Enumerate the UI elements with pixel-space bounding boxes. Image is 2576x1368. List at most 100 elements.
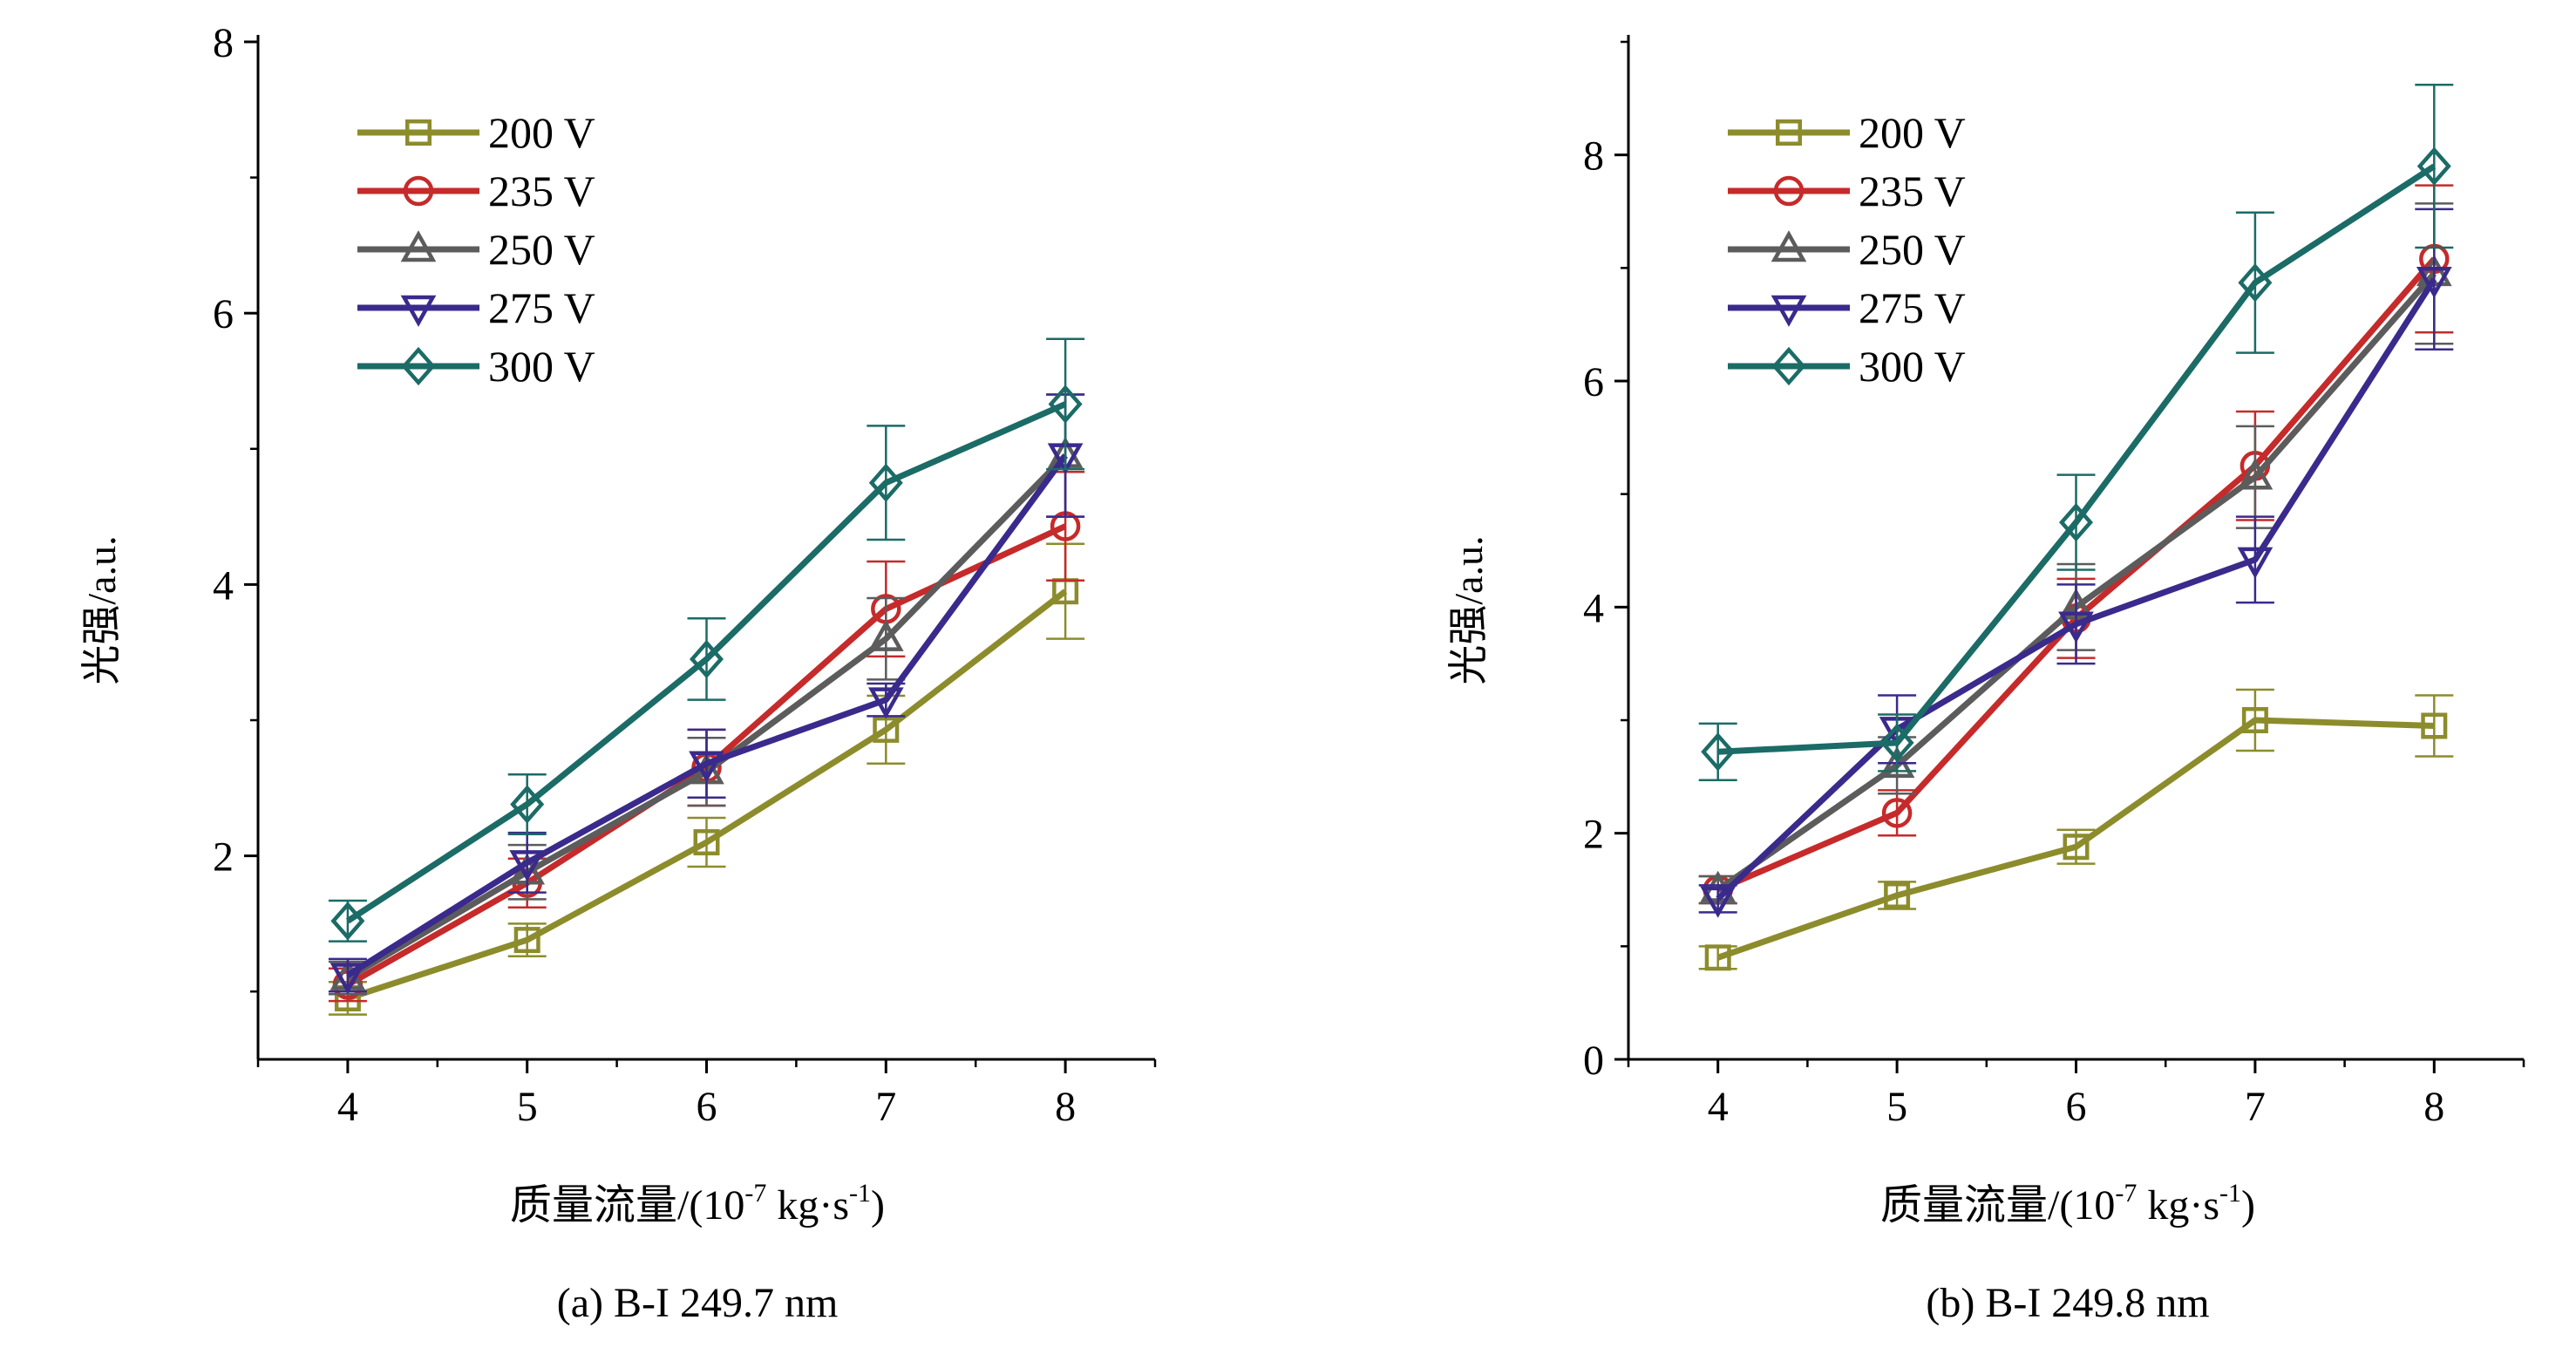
series-line — [1716, 717, 2435, 961]
x-axis-label-end-a: ) — [871, 1182, 885, 1228]
legend-entry-b: 200 V — [1728, 108, 1966, 157]
x-axis-label-exp1-b: -7 — [2115, 1179, 2137, 1208]
data-point — [1048, 385, 1083, 424]
data-point — [693, 829, 720, 856]
data-point — [1704, 944, 1731, 971]
legend-label: 235 V — [488, 167, 595, 215]
x-tick-label-a: 6 — [697, 1084, 717, 1130]
caption-b: (b) B-I 249.8 nm — [1926, 1280, 2209, 1326]
series-275v-a — [328, 393, 1085, 995]
data-point — [2237, 458, 2274, 490]
data-point — [2241, 707, 2268, 733]
y-tick-label-b: 4 — [1583, 585, 1604, 631]
caption-a: (a) B-I 249.7 nm — [557, 1280, 839, 1326]
legend-label: 275 V — [1859, 283, 1966, 332]
x-tick-label-b: 8 — [2423, 1084, 2444, 1130]
legend-entry-b: 250 V — [1728, 225, 1966, 274]
data-point — [330, 963, 366, 995]
plot-area-b: 4 5 6 7 8 0 2 4 6 8 200 V 235 V 250 V 275 V 300 V — [1583, 35, 2525, 1130]
y-tick-label-a: 2 — [213, 834, 234, 881]
data-point — [2421, 712, 2448, 739]
legend-label: 250 V — [488, 225, 595, 274]
legend-entry-a: 200 V — [357, 108, 595, 157]
x-tick-label-b: 4 — [1708, 1084, 1729, 1130]
legend-entry-a: 300 V — [357, 342, 595, 391]
x-tick-label-b: 6 — [2066, 1084, 2087, 1130]
legend-marker — [403, 175, 434, 207]
data-point — [2237, 547, 2274, 579]
data-point — [1700, 886, 1737, 918]
y-axis-label-a: 光强/a.u. — [79, 535, 124, 684]
x-axis-label-b: 质量流量/(10-7 kg·s-1) — [1880, 1179, 2255, 1228]
legend-entry-b: 235 V — [1728, 167, 1966, 215]
legend-marker — [1771, 295, 1807, 327]
x-axis-label-main-a: 质量流量/(10 — [510, 1182, 744, 1228]
legend-entry-a: 275 V — [357, 283, 595, 332]
data-point — [1884, 881, 1911, 909]
data-point — [689, 751, 724, 783]
legend-marker — [1771, 230, 1807, 262]
legend-entry-a: 250 V — [357, 225, 595, 274]
legend-label: 250 V — [1859, 225, 1966, 274]
data-point — [330, 902, 365, 941]
x-axis-label-exp2-b: -1 — [2219, 1179, 2241, 1208]
legend-label: 275 V — [488, 283, 595, 332]
x-axis-label-a: 质量流量/(10-7 kg·s-1) — [510, 1179, 885, 1228]
y-tick-label-b: 6 — [1583, 359, 1604, 405]
data-point — [2238, 263, 2273, 303]
x-axis-label-exp2-a: -1 — [849, 1179, 871, 1208]
y-tick-label-a: 4 — [213, 562, 234, 609]
data-point — [1879, 723, 1914, 763]
series-line — [346, 453, 1068, 978]
y-axis-label-b: 光强/a.u. — [1446, 535, 1491, 684]
legend-marker — [1776, 119, 1802, 146]
data-point — [690, 639, 724, 679]
plot-area-a: 4 5 6 7 8 2 4 6 8 200 V 235 V 250 V 275 V 300 V — [213, 20, 1157, 1130]
data-point — [1881, 798, 1913, 828]
x-tick-label-a: 5 — [517, 1084, 538, 1130]
series-300v-b — [1698, 84, 2454, 781]
legend-entry-b: 275 V — [1728, 283, 1966, 332]
x-tick-label-b: 5 — [1886, 1084, 1907, 1130]
chart-panel-a: 4 5 6 7 8 2 4 6 8 200 V 235 V 250 V 275 V 300 V 光强/a.… — [79, 20, 1157, 1326]
series-line — [346, 589, 1068, 1002]
y-tick-label-a: 8 — [213, 20, 234, 66]
legend-entry-b: 300 V — [1728, 342, 1966, 391]
data-point — [2059, 502, 2093, 542]
legend-entry-a: 235 V — [357, 167, 595, 215]
x-axis-label-main-b: 质量流量/(10 — [1880, 1182, 2115, 1228]
legend-marker — [1771, 346, 1806, 386]
legend-label: 200 V — [1859, 108, 1966, 157]
data-point — [868, 463, 903, 502]
series-line — [346, 453, 1068, 981]
y-tick-label-b: 2 — [1583, 812, 1604, 858]
legend-label: 300 V — [488, 342, 595, 391]
series-line — [1716, 277, 2437, 902]
data-point — [1701, 732, 1736, 772]
data-point — [510, 785, 545, 824]
x-tick-label-a: 4 — [337, 1084, 358, 1130]
y-tick-label-b: 0 — [1583, 1038, 1604, 1084]
legend-label: 300 V — [1859, 342, 1966, 391]
legend-marker — [401, 346, 436, 386]
legend-marker — [400, 295, 437, 327]
legend-label: 200 V — [488, 108, 595, 157]
data-point — [509, 850, 546, 882]
series-line — [345, 401, 1067, 924]
legend-marker — [405, 119, 432, 146]
series-200v-b — [1698, 688, 2454, 971]
x-axis-label-exp1-a: -7 — [744, 1179, 766, 1208]
x-tick-label-a: 7 — [875, 1084, 896, 1130]
y-tick-label-b: 8 — [1583, 133, 1604, 180]
series-300v-a — [328, 337, 1085, 943]
data-point — [867, 619, 904, 651]
data-point — [2063, 834, 2090, 861]
data-point — [2058, 611, 2094, 643]
data-point — [513, 927, 540, 954]
chart-panel-b: 4 5 6 7 8 0 2 4 6 8 200 V 235 V 250 V 275 V 300 V 光强/a… — [1446, 35, 2525, 1326]
x-axis-label-end-b: ) — [2241, 1182, 2255, 1228]
data-point — [2416, 267, 2452, 299]
series-line — [1717, 163, 2437, 755]
x-tick-label-b: 7 — [2245, 1084, 2266, 1130]
